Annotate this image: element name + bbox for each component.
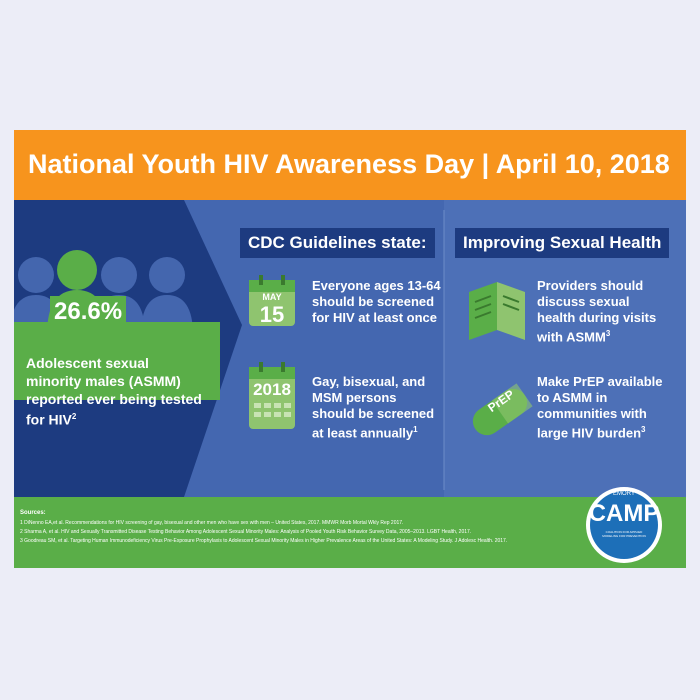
health-text: Make PrEP available to ASMM in communiti… [537,374,677,441]
source: 2 Sharma A, et al. HIV and Sexually Tran… [20,529,472,535]
sources-heading: Sources: [20,510,46,516]
footer: Sources: 1 DiNenno EA,et al. Recommendat… [14,487,686,568]
guideline-text: Everyone ages 13-64 should be screened f… [312,278,441,325]
infographic: National Youth HIV Awareness Day | April… [14,130,686,568]
section-heading: Improving Sexual Health [455,228,670,258]
health-text: Providers should discuss sexual health d… [537,278,667,345]
calendar-day: 15 [259,302,285,327]
title-banner: National Youth HIV Awareness Day | April… [14,130,686,200]
guideline-text: Gay, bisexual, and MSM persons should be… [312,374,442,441]
logo-name: CAMP [588,500,660,527]
section-heading: CDC Guidelines state: [240,228,435,258]
source: 3 Goodreau SM, et al. Targeting Human Im… [20,538,508,544]
footnote-ref: 3 [605,329,611,338]
footnote-ref: 2 [71,412,77,421]
footnote-ref: 3 [641,425,646,434]
logo-top: EMORY [613,491,635,497]
title: National Youth HIV Awareness Day | April… [28,149,670,179]
stat-text: Adolescent sexual minority males (ASMM) … [26,355,202,428]
health-text-body: Make PrEP available to ASMM in communiti… [537,374,663,441]
stat-box [14,322,220,400]
stat-value: 26.6% [50,296,127,328]
sources-list: 1 DiNenno EA,et al. Recommendations for … [20,519,600,546]
footnote-ref: 1 [413,425,418,434]
calendar-year: 2018 [253,380,291,399]
calendar-month: MAY [262,292,282,302]
stat-description: Adolescent sexual minority males (ASMM) … [26,354,206,429]
logo-tagline: COALITION FOR APPLIED MODELING FOR PREVE… [602,530,646,538]
logo-badge [586,487,662,563]
health-text-body: Providers should discuss sexual health d… [537,278,657,345]
guideline-text-body: Gay, bisexual, and MSM persons should be… [312,374,435,441]
source: 1 DiNenno EA,et al. Recommendations for … [20,520,404,526]
